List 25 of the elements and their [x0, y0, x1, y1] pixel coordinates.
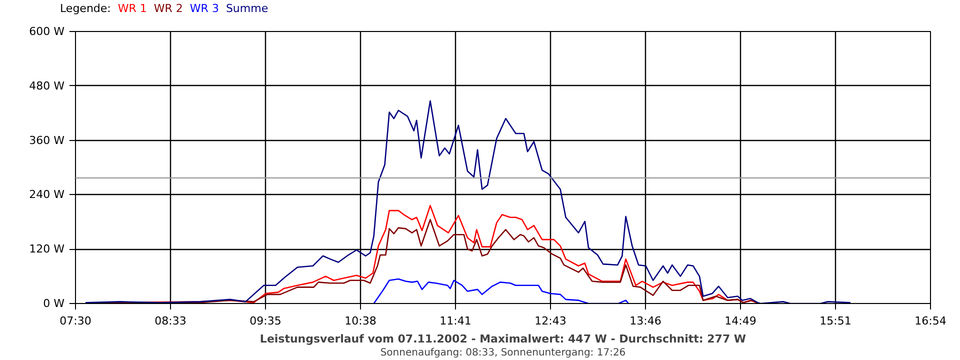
y-tick-label: 480 W — [29, 79, 65, 92]
text: Summe — [226, 2, 268, 15]
y-tick-label: 360 W — [29, 134, 65, 147]
x-tick-label: 08:33 — [154, 314, 186, 328]
x-tick-label: 09:35 — [250, 314, 282, 328]
x-tick-label: 07:30 — [60, 314, 92, 328]
y-tick-label: 0 W — [43, 297, 65, 310]
text: Leistungsverlauf vom 07.11.2002 - Maximalwert: 447 W - Durchschnitt: 277 W — [260, 332, 746, 346]
text: Sonnenaufgang: 08:33, Sonnenuntergang: 17:26 — [380, 348, 626, 358]
line-series — [84, 100, 852, 304]
x-tick-label: 13:46 — [630, 314, 662, 328]
x-tick-label: 10:38 — [344, 314, 376, 328]
y-tick-label: 600 W — [29, 25, 65, 38]
x-tick-label: 16:54 — [914, 314, 946, 328]
text: WR 3 — [190, 2, 219, 15]
legend-title: Legende: — [60, 2, 111, 15]
y-tick-label: 120 W — [29, 242, 65, 256]
x-tick-label: 12:43 — [534, 314, 566, 328]
x-tick-label: 11:41 — [440, 314, 472, 328]
line-series — [373, 278, 630, 304]
x-tick-label: 15:51 — [820, 314, 852, 328]
x-tick-label: 14:49 — [724, 314, 756, 328]
y-tick-label: 240 W — [29, 188, 65, 202]
text: WR 1 — [118, 2, 147, 15]
text: WR 2 — [154, 2, 183, 15]
